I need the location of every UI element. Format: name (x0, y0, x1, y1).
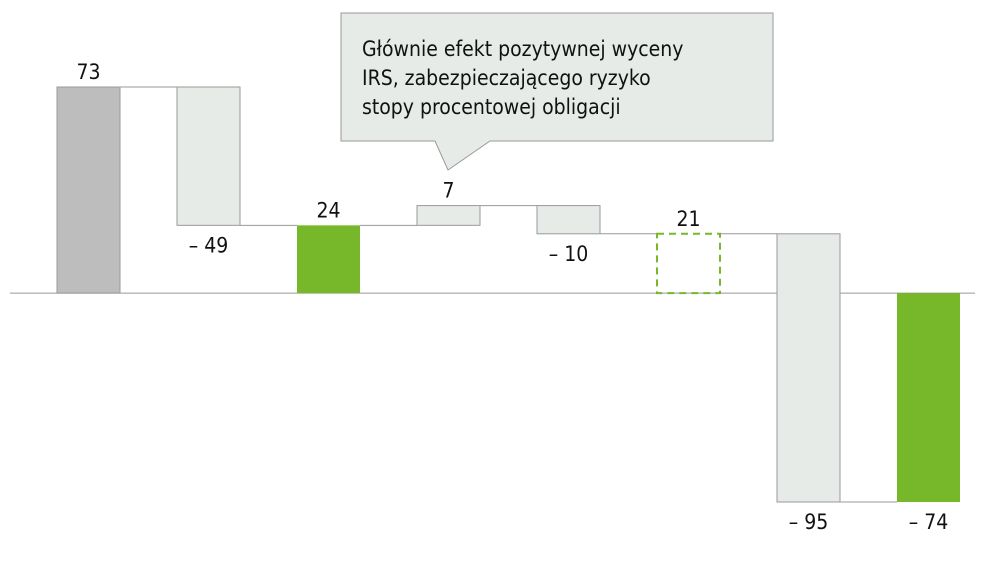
data-label: 73 (76, 60, 100, 84)
bar (56, 86, 121, 294)
bar (776, 233, 841, 503)
data-label: – 74 (909, 510, 948, 534)
annotation-line: IRS, zabezpieczającego ryzyko (362, 66, 651, 90)
bar (897, 293, 960, 502)
annotation-box (340, 12, 774, 171)
data-label: – 49 (189, 233, 228, 257)
bar (656, 232, 721, 295)
bar (416, 205, 481, 226)
data-label: – 95 (789, 510, 828, 534)
annotation-line: Głównie efekt pozytywnej wyceny (362, 37, 683, 61)
bar (297, 225, 360, 294)
data-label: 21 (676, 207, 700, 231)
data-label: 7 (442, 179, 454, 203)
data-label: 24 (316, 198, 340, 222)
bar (536, 205, 601, 235)
data-label: – 10 (549, 242, 588, 266)
bar (176, 86, 241, 226)
annotation-line: stopy procentowej obligacji (362, 95, 621, 119)
